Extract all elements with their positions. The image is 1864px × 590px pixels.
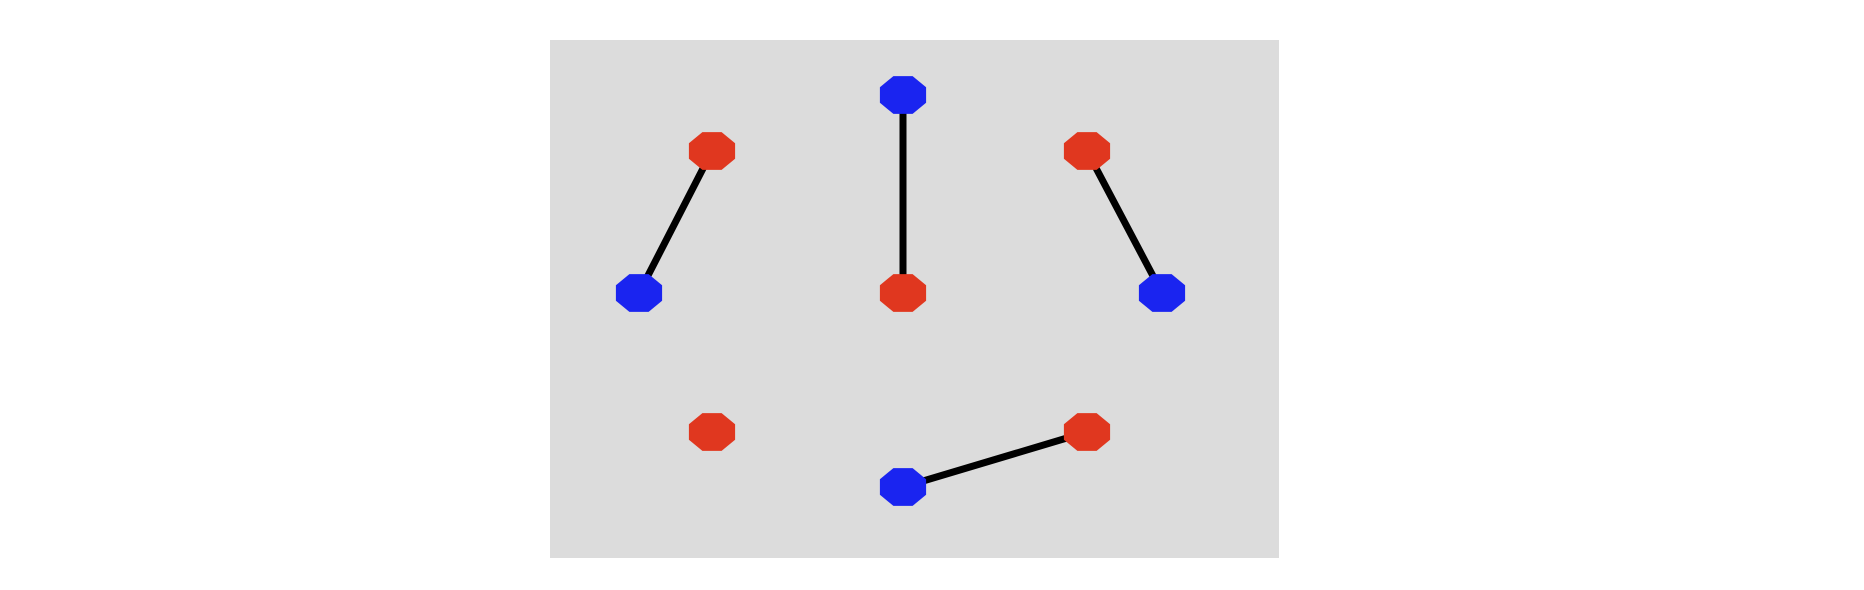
red-node-lower-right [1063,413,1111,451]
edge-lower-right-to-bottom-center [899,428,1091,491]
edge-upper-right-to-mid-right [1083,147,1166,297]
red-node-upper-right [1063,132,1111,170]
edges-layer [635,91,1166,491]
red-node-mid-center [879,274,927,312]
blue-node-mid-left [615,274,663,312]
edge-upper-left-to-mid-left [635,147,716,297]
blue-node-mid-right [1138,274,1186,312]
nodes-layer [615,76,1186,506]
blue-node-bottom-center [879,468,927,506]
red-node-upper-left [688,132,736,170]
red-node-lower-left [688,413,736,451]
blue-node-top-center [879,76,927,114]
